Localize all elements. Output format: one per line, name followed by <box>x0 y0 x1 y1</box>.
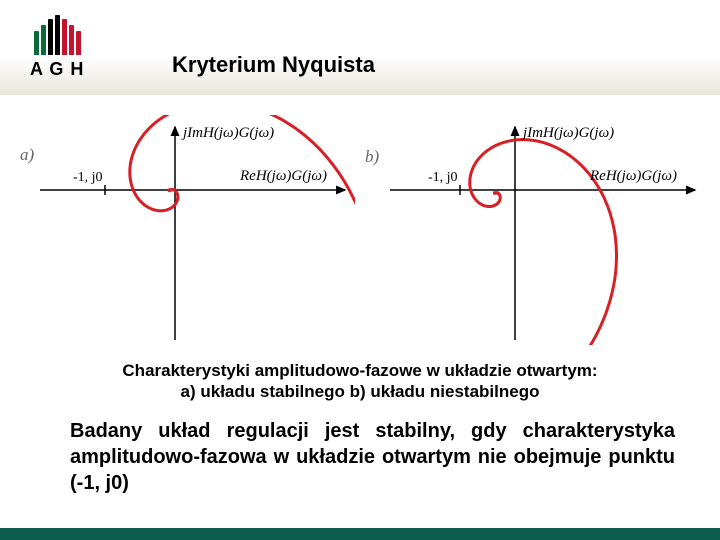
critical-point-label-b: -1, j0 <box>428 170 458 186</box>
caption-line-2: a) układu stabilnego b) układu niestabil… <box>181 382 540 401</box>
logo-bars <box>33 15 82 55</box>
body-paragraph: Badany układ regulacji jest stabilny, gd… <box>0 418 720 496</box>
x-axis-label-a: ReH(jω)G(jω) <box>240 168 327 185</box>
critical-point-label-a: -1, j0 <box>73 170 103 186</box>
nyquist-diagram-a: a) jImH(jω)G(jω) ReH(jω)G(jω) -1, j0 <box>15 115 355 345</box>
nyquist-plot-b <box>365 115 705 345</box>
nyquist-plot-a <box>15 115 355 345</box>
slide-title: Kryterium Nyquista <box>172 52 375 78</box>
y-axis-label-a: jImH(jω)G(jω) <box>183 125 274 142</box>
figure-caption: Charakterystyki amplitudowo-fazowe w ukł… <box>0 355 720 418</box>
logo-text: A G H <box>30 59 84 80</box>
slide-header: A G H Kryterium Nyquista <box>0 0 720 95</box>
caption-line-1: Charakterystyki amplitudowo-fazowe w ukł… <box>122 361 597 380</box>
diagrams-row: a) jImH(jω)G(jω) ReH(jω)G(jω) -1, j0 b) … <box>0 95 720 355</box>
x-axis-label-b: ReH(jω)G(jω) <box>590 168 677 185</box>
y-axis-label-b: jImH(jω)G(jω) <box>523 125 614 142</box>
footer-bar <box>0 528 720 540</box>
agh-logo: A G H <box>30 15 84 80</box>
nyquist-diagram-b: b) jImH(jω)G(jω) ReH(jω)G(jω) -1, j0 <box>365 115 705 345</box>
